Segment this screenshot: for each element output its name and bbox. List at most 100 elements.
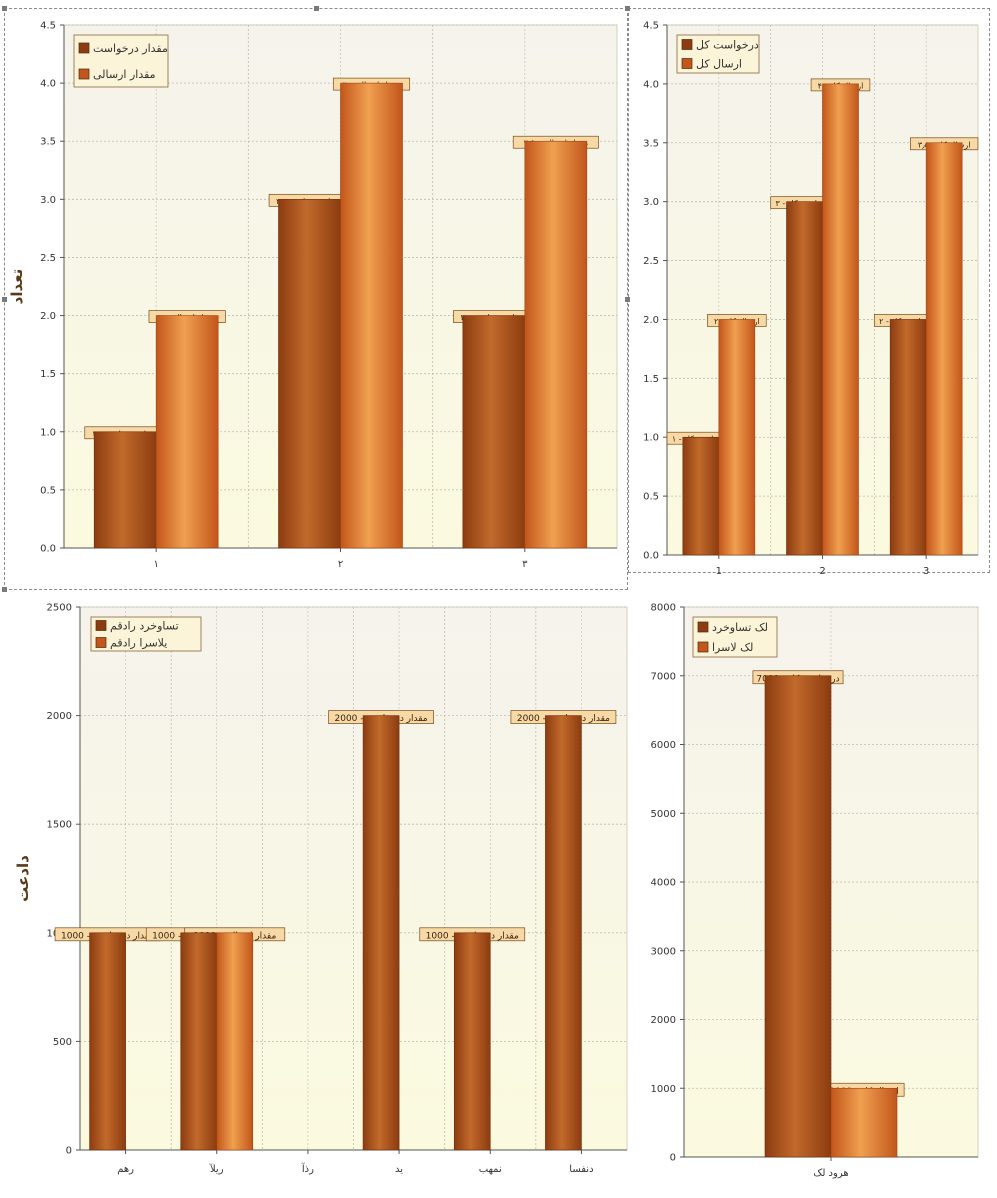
bar-series2 [216,932,254,1151]
y-tick-label: 3.5 [40,137,56,148]
chart-c4: 0 1000 2000 3000 4000 5000 6000 7000 8000 هرود لک… [651,603,979,1179]
legend-swatch [78,42,90,54]
x-tick-label: ۱ [153,559,158,570]
bar-series2 [925,142,963,556]
y-tick-label: 0 [670,1153,676,1164]
y-tick-label: 2.5 [40,253,56,264]
y-tick-label: 0 [66,1146,72,1157]
y-tick-label: 2.0 [40,311,56,322]
resize-handle-top-left[interactable] [2,6,7,11]
bar-series1 [93,431,157,549]
y-tick-label: 1000 [651,1084,676,1095]
bar-series1 [362,715,400,1151]
y-tick-label: 1500 [47,820,72,831]
legend: درخواست کل ارسال کل [676,34,760,74]
legend-label: یلاسرا رادقم [110,637,167,650]
resize-handle-top-mid[interactable] [314,6,319,11]
x-tick-label: هرود لک [813,1168,848,1179]
y-tick-label: 0.5 [40,485,56,496]
legend-box [90,616,202,652]
legend-swatch [78,68,90,80]
y-tick-label: 7000 [651,671,676,682]
y-tick-label: 4000 [651,878,676,889]
legend-label: لک تساوخرد [712,621,768,634]
y-tick-label: 2.0 [643,315,659,326]
bar-series1 [462,315,526,549]
legend-box [73,34,169,88]
y-tick-label: 0.0 [40,544,56,555]
legend-swatch [697,621,709,633]
bar-series1 [278,199,341,549]
y-tick-label: 4.0 [40,79,56,90]
legend-swatch [95,637,107,648]
bar-series1 [889,319,927,556]
y-tick-label: 4.0 [643,79,659,90]
y-tick-label: 2.5 [643,256,659,267]
x-tick-label: 1 [716,566,722,577]
y-tick-label: 3.5 [643,138,659,149]
bar-series1 [453,932,491,1151]
legend-label: مقدار درخواست [93,42,168,55]
y-tick-label: 4.5 [643,21,659,32]
bar-series1 [764,675,832,1158]
bar-series2 [822,83,859,556]
bar-series2 [524,140,588,549]
bar-series2 [340,82,403,549]
y-tick-label: 0.5 [643,492,659,503]
legend: تساوخرد رادقم یلاسرا رادقم [90,616,202,652]
legend-label: درخواست کل [696,39,759,52]
x-tick-label: رهم [117,1164,134,1175]
legend-label: تساوخرد رادقم [110,620,179,633]
chart-c1: 0.0 0.5 1.0 1.5 2.0 2.5 3.0 3.5 4.0 4.5 ۱ ۲ ۳ مقدار د… [8,21,618,570]
y-axis-title: دادعت [14,855,32,902]
legend: مقدار درخواست مقدار ارسالی [73,34,169,88]
x-tick-label: ۳ [522,559,528,570]
y-tick-label: 8000 [651,603,676,614]
y-tick-label: 1.0 [40,427,56,438]
y-tick-label: 0.0 [643,551,659,562]
y-tick-label: 2500 [47,603,72,614]
chart-c3: 05001000150020002500رهمریلآرذآیدنمهبدنفس… [14,603,628,1175]
x-tick-label: ریلآ [208,1163,224,1175]
legend-label: مقدار ارسالی [93,68,156,81]
y-tick-label: 3.0 [40,195,56,206]
y-tick-label: 3000 [651,946,676,957]
x-tick-label: 3 [923,566,929,577]
y-tick-label: 1.5 [643,374,659,385]
chart-c2: 0.0 0.5 1.0 1.5 2.0 2.5 3.0 3.5 4.0 4.5 1 2 3 درخواست… [643,21,979,577]
bar-series2 [155,315,219,549]
y-tick-label: 1.0 [643,433,659,444]
x-tick-label: 2 [819,566,825,577]
resize-handle-mid-left[interactable] [2,297,7,302]
x-tick-label: دنفسا [569,1164,593,1175]
legend-swatch [681,39,693,50]
resize-handle-top-right[interactable] [625,6,630,11]
bar-series1 [89,932,126,1151]
legend-swatch [95,620,107,631]
y-tick-label: 500 [53,1037,72,1048]
legend: لک تساوخرد لک لاسرا [692,616,778,658]
y-axis-title: تعداد [8,269,26,305]
bar-series1 [545,715,582,1151]
x-tick-label: ید [395,1164,403,1175]
bar-series1 [786,201,823,556]
legend-swatch [697,641,709,653]
y-tick-label: 3.0 [643,197,659,208]
legend-label: ارسال کل [696,58,742,71]
resize-handle-mid-right[interactable] [625,297,630,302]
legend-swatch [681,58,693,69]
bar-series1 [682,436,720,556]
x-tick-label: نمهب [479,1164,502,1175]
bar-series2 [830,1087,898,1158]
y-tick-label: 2000 [47,711,72,722]
y-tick-label: 2000 [651,1015,676,1026]
y-tick-label: 5000 [651,809,676,820]
x-tick-label: ۲ [338,559,343,570]
y-tick-label: 6000 [651,740,676,751]
y-tick-label: 1.5 [40,369,56,380]
bar-series2 [718,319,756,556]
x-tick-label: رذآ [301,1162,314,1175]
resize-handle-bottom-left[interactable] [2,587,7,592]
y-tick-label: 4.5 [40,21,56,32]
